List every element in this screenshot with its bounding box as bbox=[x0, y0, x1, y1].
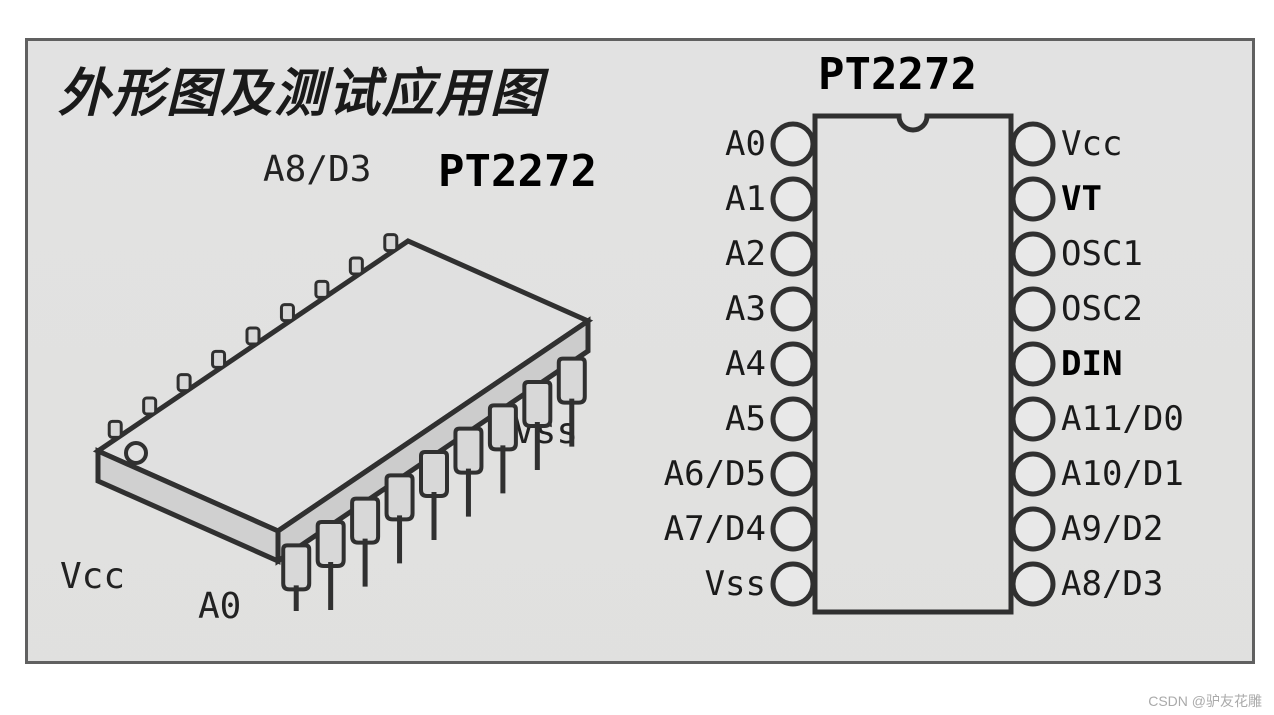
diagram-title: 外形图及测试应用图 bbox=[58, 51, 544, 126]
pin-label-left-7: A7/D4 bbox=[621, 509, 766, 549]
pin-label-right-6: A10/D1 bbox=[1061, 454, 1184, 494]
pin-label-left-0: A0 bbox=[621, 124, 766, 164]
pin-label-left-4: A4 bbox=[621, 344, 766, 384]
chip-name-left: PT2272 bbox=[438, 146, 597, 197]
diagram-frame: 外形图及测试应用图 PT2272 A8/D3 Vss Vcc A0 PT2272… bbox=[25, 38, 1255, 664]
watermark-text: CSDN @驴友花雕 bbox=[1148, 691, 1262, 711]
pin-label-left-2: A2 bbox=[621, 234, 766, 274]
pin-label-right-4: DIN bbox=[1061, 344, 1122, 384]
pin-label-left-8: Vss bbox=[621, 564, 766, 604]
pin-label-right-8: A8/D3 bbox=[1061, 564, 1163, 604]
perspective-label-a8d3: A8/D3 bbox=[263, 149, 371, 190]
pin-label-left-1: A1 bbox=[621, 179, 766, 219]
pin-label-right-3: OSC2 bbox=[1061, 289, 1143, 329]
pin-label-right-0: Vcc bbox=[1061, 124, 1122, 164]
pin-label-right-2: OSC1 bbox=[1061, 234, 1143, 274]
dip-perspective-icon bbox=[58, 191, 618, 611]
pin-label-left-3: A3 bbox=[621, 289, 766, 329]
pin-label-left-6: A6/D5 bbox=[621, 454, 766, 494]
pin-label-left-5: A5 bbox=[621, 399, 766, 439]
pin-label-right-5: A11/D0 bbox=[1061, 399, 1184, 439]
pin-label-right-7: A9/D2 bbox=[1061, 509, 1163, 549]
pin-label-right-1: VT bbox=[1061, 179, 1102, 219]
